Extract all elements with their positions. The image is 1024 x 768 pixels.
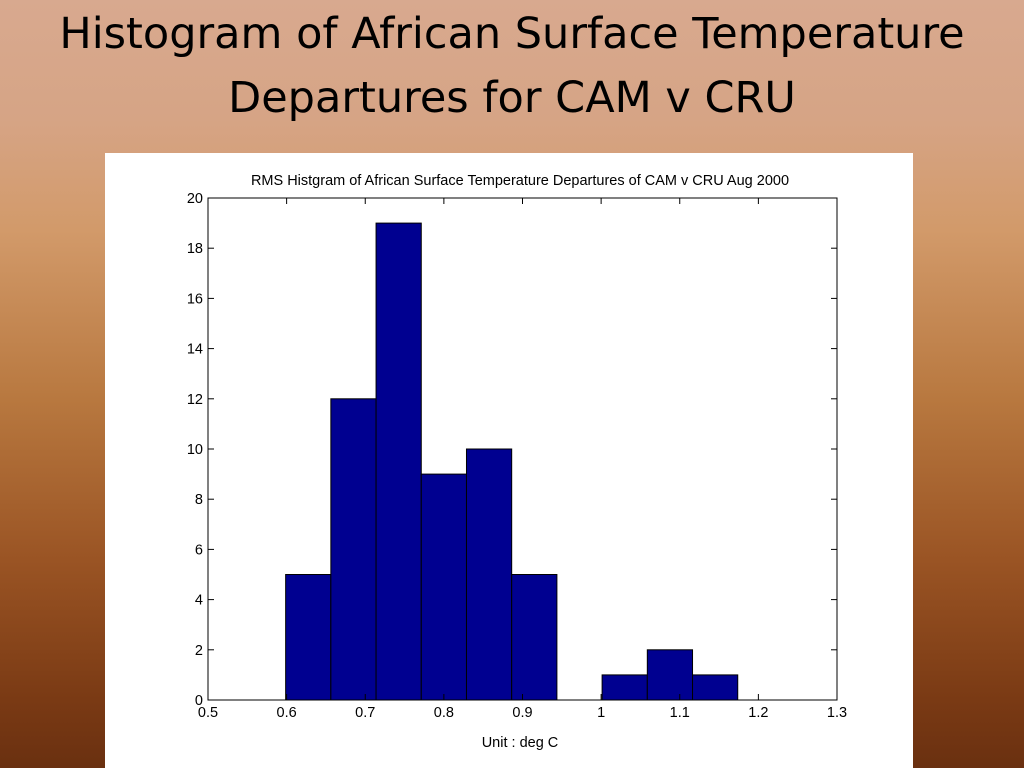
y-tick-label: 10 <box>187 442 203 458</box>
x-tick-label: 1.1 <box>670 705 690 721</box>
histogram-bar-8 <box>601 674 648 701</box>
slide-title-line-2: Departures for CAM v CRU <box>228 73 796 123</box>
histogram-bar-6 <box>511 574 558 701</box>
histogram-bar-2 <box>330 398 377 701</box>
histogram-bar-1 <box>285 574 332 701</box>
histogram-figure: RMS Histgram of African Surface Temperat… <box>105 153 913 768</box>
slide-title-line-1: Histogram of African Surface Temperature <box>59 9 965 59</box>
bars-group <box>285 222 739 701</box>
ticks-group: 0.5 0.6 0.7 0.8 0.9 1 1.1 1.2 1.3 0 2 4 6 8 10 12 14 16 18… <box>187 191 847 721</box>
histogram-bar-3 <box>375 222 422 701</box>
histogram-bar-9 <box>646 649 694 701</box>
histogram-bar-4 <box>420 473 467 701</box>
y-tick-label: 0 <box>195 693 203 709</box>
slide-title: Histogram of African Surface Temperature… <box>0 0 1024 130</box>
y-tick-label: 14 <box>187 342 203 358</box>
histogram-bar-5 <box>465 448 513 701</box>
x-tick-label: 0.6 <box>277 705 297 721</box>
y-tick-label: 20 <box>187 191 203 207</box>
y-tick-label: 4 <box>195 593 203 609</box>
histogram-bar-10 <box>692 674 739 701</box>
histogram-chart: RMS Histgram of African Surface Temperat… <box>187 173 847 751</box>
x-tick-label: 0.8 <box>434 705 454 721</box>
y-tick-label: 2 <box>195 643 203 659</box>
x-tick-label: 1.3 <box>827 705 847 721</box>
y-tick-label: 16 <box>187 291 203 307</box>
x-tick-label: 0.9 <box>512 705 532 721</box>
y-tick-label: 8 <box>195 492 203 508</box>
chart-title: RMS Histgram of African Surface Temperat… <box>251 173 789 189</box>
x-tick-label: 0.5 <box>198 705 218 721</box>
x-tick-label: 0.7 <box>355 705 375 721</box>
x-tick-label: 1 <box>597 705 605 721</box>
y-tick-label: 18 <box>187 241 203 257</box>
x-tick-label: 1.2 <box>748 705 768 721</box>
x-axis-label: Unit : deg C <box>482 735 559 751</box>
y-tick-label: 12 <box>187 392 203 408</box>
y-tick-label: 6 <box>195 542 203 558</box>
